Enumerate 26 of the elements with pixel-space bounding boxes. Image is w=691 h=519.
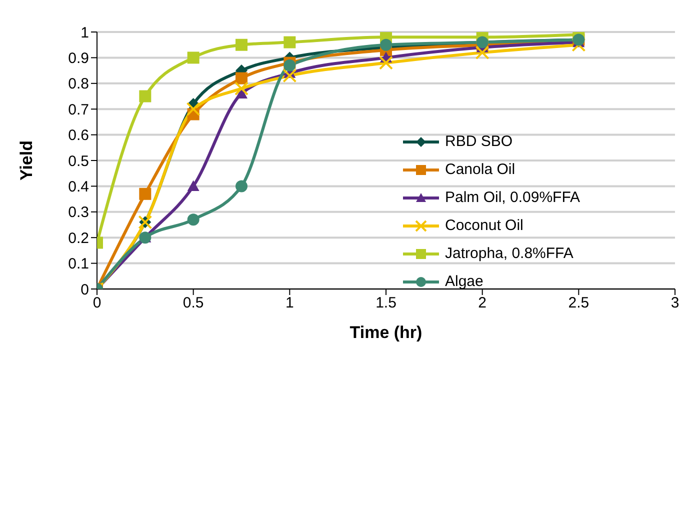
y-tick-label: 0.8 bbox=[68, 76, 89, 93]
legend-label: Jatropha, 0.8%FFA bbox=[445, 245, 574, 262]
y-tick-label: 0.4 bbox=[68, 178, 89, 196]
x-tick-label: 1.5 bbox=[376, 294, 396, 312]
y-tick-label: 0.6 bbox=[68, 127, 89, 144]
y-tick-label: 0.9 bbox=[68, 50, 89, 68]
x-tick-label: 2.5 bbox=[568, 294, 590, 312]
y-axis-title: Yield bbox=[17, 140, 36, 180]
x-axis-title: Time (hr) bbox=[350, 323, 422, 342]
y-tick-label: 0.1 bbox=[68, 256, 89, 273]
x-tick-label: 0 bbox=[92, 294, 102, 312]
y-tick-label: 0.3 bbox=[68, 204, 89, 222]
legend-label: RBD SBO bbox=[445, 133, 513, 150]
y-tick-label: 0.2 bbox=[68, 230, 89, 247]
y-tick-label: 0.5 bbox=[68, 152, 89, 170]
legend-label: Palm Oil, 0.09%FFA bbox=[445, 189, 580, 206]
x-tick-label: 0.5 bbox=[182, 294, 204, 312]
legend-label: Algae bbox=[445, 273, 484, 290]
legend-label: Coconut Oil bbox=[445, 217, 524, 234]
x-tick-label: 2 bbox=[478, 294, 487, 312]
legend-label: Canola Oil bbox=[445, 161, 516, 178]
x-tick-label: 1 bbox=[285, 294, 294, 312]
y-tick-label: 0.7 bbox=[68, 101, 89, 118]
x-tick-label: 3 bbox=[670, 294, 680, 312]
y-tick-label: 0 bbox=[80, 281, 89, 298]
y-tick-label: 1 bbox=[80, 24, 89, 42]
